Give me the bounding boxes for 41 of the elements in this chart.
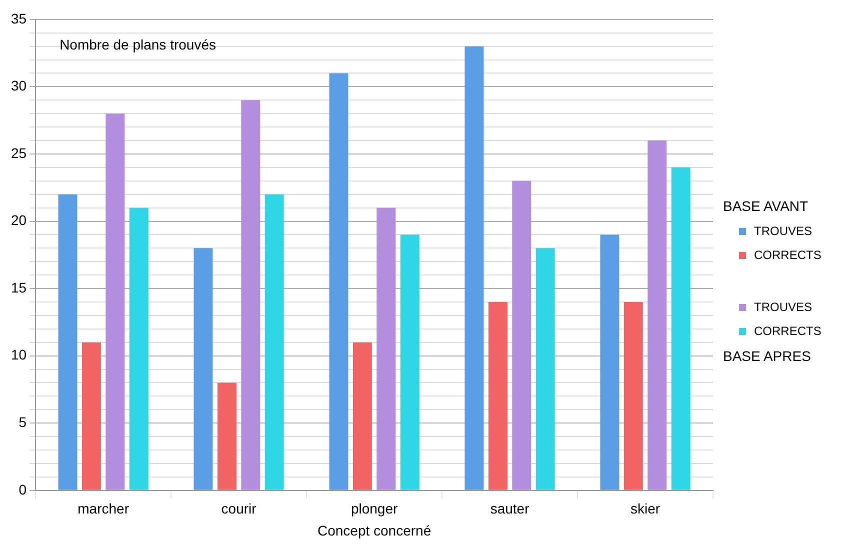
legend-title: BASE AVANT	[723, 198, 810, 214]
y-tick-label: 5	[18, 414, 27, 430]
bar	[129, 208, 148, 490]
legend-label: TROUVES	[754, 224, 812, 238]
bar	[488, 302, 508, 490]
y-tick-label: 30	[10, 78, 27, 94]
y-tick-label: 35	[10, 10, 27, 26]
x-tick-label: marcher	[78, 500, 130, 517]
y-tick-label: 0	[18, 481, 27, 498]
legend-label: CORRECTS	[754, 324, 822, 338]
bar	[217, 382, 236, 490]
bar	[58, 194, 78, 490]
x-tick-label: plonger	[350, 500, 398, 517]
bar	[376, 208, 396, 490]
x-axis-title: Concept concerné	[317, 522, 432, 538]
legend-label: CORRECTS	[754, 248, 822, 262]
bar	[464, 46, 484, 490]
y-tick-label: 15	[10, 279, 27, 296]
bar	[264, 194, 284, 490]
bar	[106, 114, 125, 490]
bar	[400, 234, 420, 490]
text: BASE APRES	[723, 348, 812, 364]
bar	[536, 248, 555, 490]
y-tick-label: 20	[10, 212, 27, 228]
bar	[329, 73, 348, 490]
bar	[512, 180, 532, 490]
x-tick-label: courir	[221, 500, 257, 517]
bar	[241, 100, 260, 490]
bar	[194, 248, 213, 490]
x-tick-label: skier	[630, 500, 660, 517]
bar	[352, 342, 372, 490]
y-tick-label: 25	[10, 144, 27, 161]
bar	[624, 302, 643, 490]
bar	[648, 140, 667, 490]
y-axis-title: Nombre de plans trouvés	[60, 36, 216, 52]
y-tick-label: 10	[10, 346, 27, 363]
legend-label: TROUVES	[754, 300, 812, 314]
bar	[600, 234, 620, 490]
x-tick-label: sauter	[490, 500, 530, 517]
bar	[671, 167, 690, 490]
bar	[82, 342, 101, 490]
